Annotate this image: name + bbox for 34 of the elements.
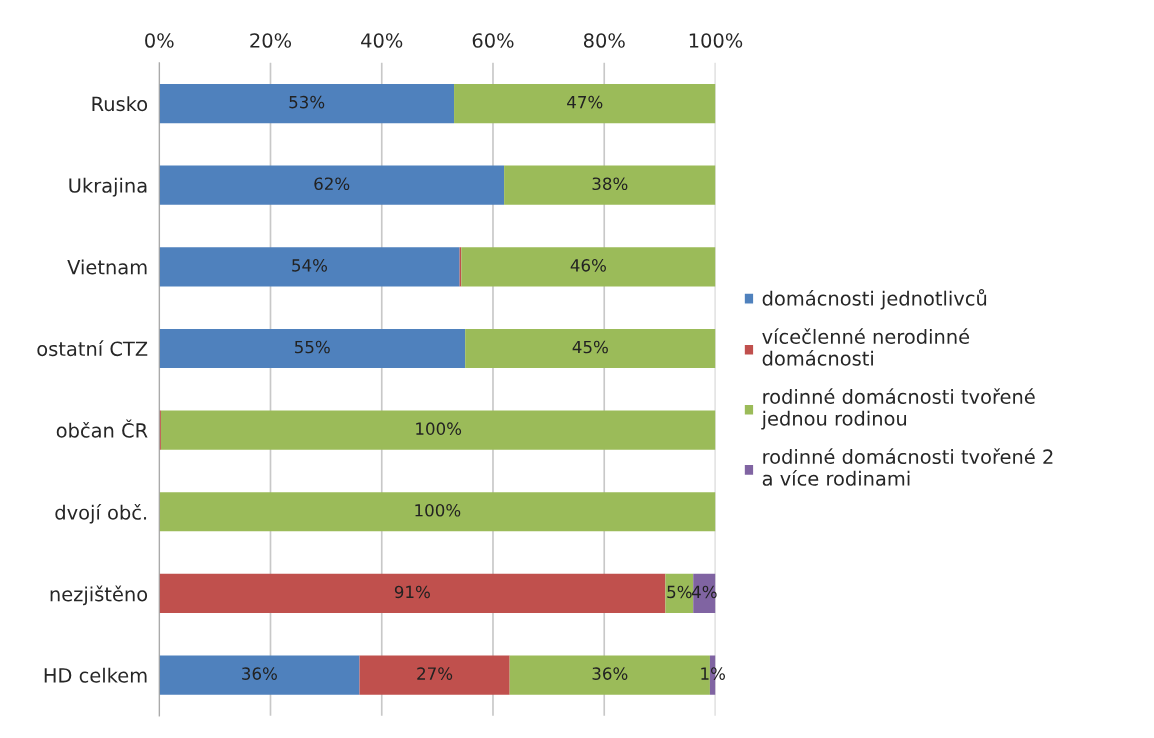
legend-label: rodinné domácnosti tvořené 2 a více rodinami (762, 448, 1053, 486)
legend-label: vícečlenné nerodinné domácnosti (762, 328, 970, 366)
data-label: 1% (701, 667, 725, 680)
data-label: 36% (242, 667, 277, 680)
data-label: 100% (416, 422, 462, 435)
y-tick-label: občan ČR (56, 419, 148, 438)
y-tick-label: Rusko (92, 96, 148, 112)
data-label: 36% (592, 667, 628, 680)
x-tick-label: 60% (472, 33, 514, 48)
legend-label: rodinné domácnosti tvořené jednou rodinou (761, 388, 1035, 430)
x-tick-label: 40% (361, 33, 403, 48)
legend-label: domácnosti jednotlivců (762, 288, 987, 310)
y-tick-label: Ukrajina (69, 177, 147, 197)
y-tick-label: ostatní CTZ (37, 340, 148, 357)
y-tick-label: Vietnam (67, 259, 147, 275)
data-label: 91% (394, 585, 430, 599)
y-tick-label: nezjištěno (50, 585, 148, 606)
y-tick-label: HD celkem (44, 667, 147, 683)
data-label: 53% (289, 95, 325, 109)
data-label: 46% (570, 259, 606, 272)
y-tick-label: dvojí obč. (55, 503, 147, 524)
data-label: 45% (572, 340, 608, 354)
data-label: 27% (417, 667, 453, 680)
x-tick-label: 20% (250, 33, 292, 48)
data-label: 5% (667, 585, 692, 599)
x-tick-label: 100% (689, 33, 743, 48)
x-tick-label: 80% (583, 33, 625, 48)
data-label: 100% (415, 503, 461, 517)
data-label: 62% (314, 177, 350, 191)
data-label: 47% (567, 95, 603, 109)
x-tick-label: 0% (145, 33, 174, 48)
data-label: 54% (292, 259, 328, 272)
data-label: 55% (294, 340, 330, 354)
data-label: 38% (592, 177, 628, 191)
